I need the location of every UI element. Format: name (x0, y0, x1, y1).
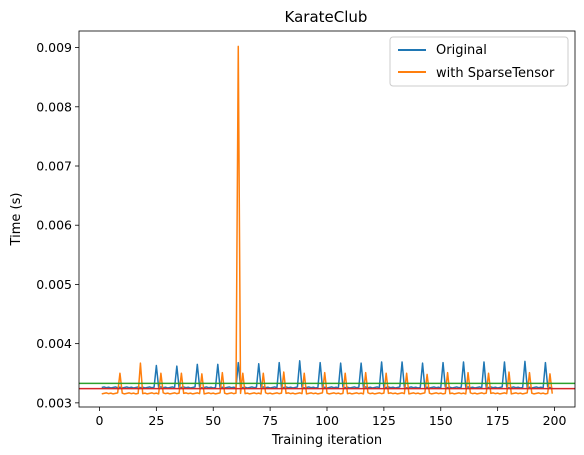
x-tick-label: 100 (315, 413, 339, 428)
x-tick-label: 25 (148, 413, 164, 428)
x-tick-label: 50 (205, 413, 221, 428)
y-axis-label: Time (s) (9, 193, 24, 247)
x-axis-label: Training iteration (271, 433, 382, 448)
chart-title: KarateClub (285, 8, 368, 26)
x-tick-label: 0 (96, 413, 104, 428)
legend-label-sparse: with SparseTensor (436, 66, 555, 81)
plot-area (79, 45, 575, 395)
y-tick-label: 0.007 (36, 159, 72, 174)
y-tick-label: 0.004 (36, 336, 72, 351)
x-axis: 0 25 50 75 100 125 150 175 200 (96, 407, 567, 428)
series-line-sparse-tensor (101, 45, 553, 395)
y-tick-label: 0.005 (36, 277, 72, 292)
x-tick-label: 75 (262, 413, 278, 428)
x-tick-label: 200 (543, 413, 567, 428)
legend-label-original: Original (436, 43, 487, 58)
x-tick-label: 150 (429, 413, 453, 428)
y-tick-label: 0.009 (36, 40, 72, 55)
y-axis: 0.003 0.004 0.005 0.006 0.007 0.008 0.009 (36, 40, 79, 410)
legend: Original with SparseTensor (389, 36, 569, 87)
y-tick-label: 0.008 (36, 99, 72, 114)
legend-box (389, 36, 569, 87)
x-tick-label: 175 (486, 413, 510, 428)
x-tick-label: 125 (372, 413, 396, 428)
y-tick-label: 0.006 (36, 218, 72, 233)
y-tick-label: 0.003 (36, 395, 72, 410)
